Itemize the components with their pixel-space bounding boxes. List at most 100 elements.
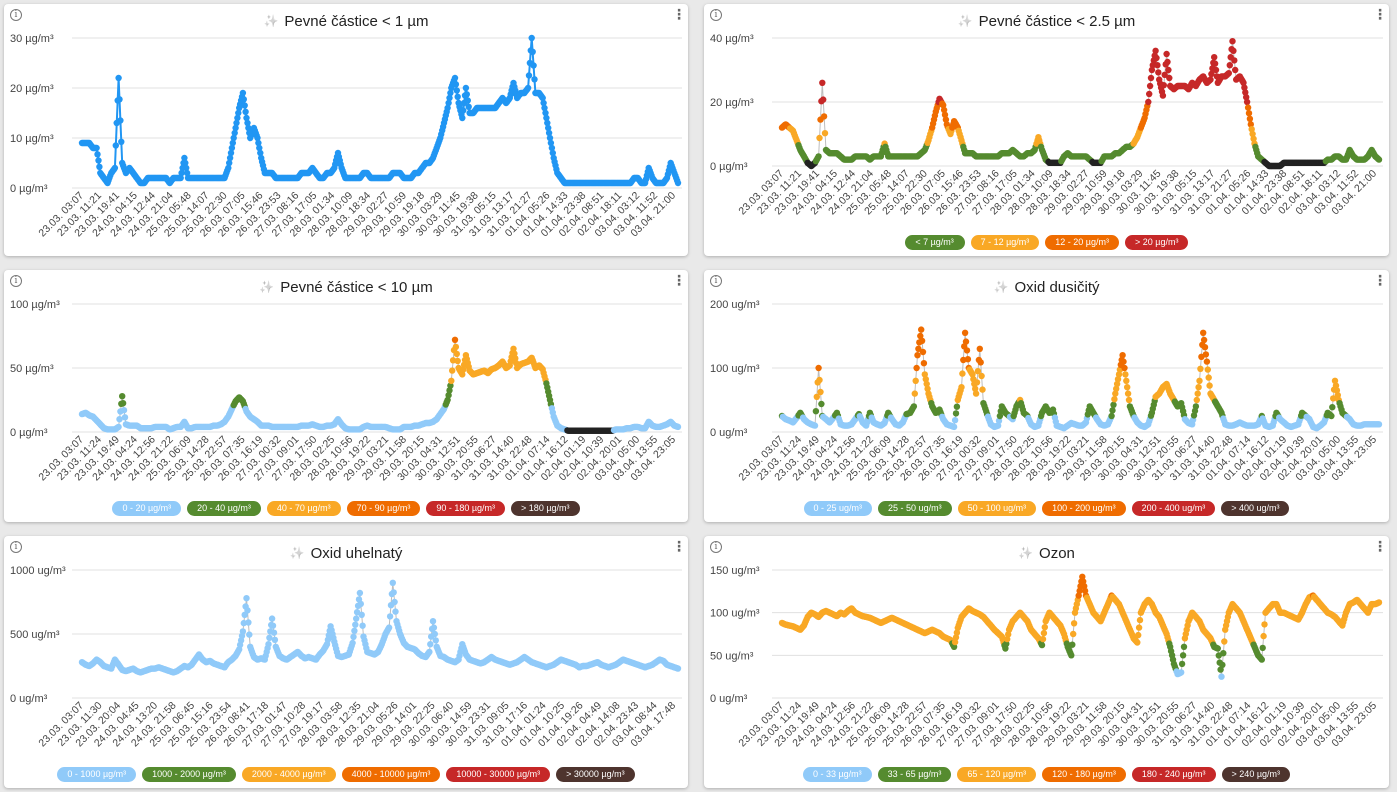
legend-item[interactable]: 20 - 40 µg/m³	[187, 501, 261, 516]
data-point	[244, 607, 251, 614]
legend: 0 - 20 µg/m³ 20 - 40 µg/m³ 40 - 70 µg/m³ 70…	[4, 501, 688, 516]
legend-item[interactable]: 33 - 65 µg/m³	[877, 767, 952, 782]
data-point	[995, 417, 1003, 424]
legend-item[interactable]: 50 - 100 ug/m³	[957, 501, 1037, 516]
info-icon[interactable]: i	[710, 275, 722, 287]
data-point	[1115, 371, 1123, 378]
data-point	[1260, 632, 1267, 640]
data-point	[112, 142, 120, 149]
legend-item[interactable]: 180 - 240 µg/m³	[1131, 767, 1216, 782]
series-line	[781, 41, 1380, 167]
y-tick-label: 40 µg/m³	[710, 33, 754, 45]
legend: < 7 µg/m³ 7 - 12 µg/m³ 12 - 20 µg/m³ > 20 µ…	[704, 235, 1389, 250]
chart-title: ✨ Oxid dusičitý	[704, 279, 1389, 296]
legend-item[interactable]: 120 - 180 µg/m³	[1042, 767, 1126, 782]
data-point	[178, 169, 185, 177]
info-icon[interactable]: i	[710, 9, 722, 21]
sparkle-icon: ✨	[289, 546, 305, 560]
info-icon[interactable]: i	[10, 275, 22, 287]
sparkle-icon: ✨	[259, 280, 275, 294]
data-point	[921, 371, 928, 378]
data-point	[257, 149, 264, 157]
y-tick-label: 200 ug/m³	[710, 299, 760, 311]
legend-item[interactable]: > 400 ug/m³	[1221, 501, 1290, 516]
data-point	[1212, 66, 1220, 74]
data-point	[1205, 374, 1212, 381]
data-point	[256, 144, 263, 152]
data-point	[549, 149, 556, 157]
data-point	[459, 371, 466, 378]
data-point	[350, 633, 357, 641]
legend-item[interactable]: 70 - 90 µg/m³	[346, 501, 421, 516]
data-point	[918, 326, 925, 333]
legend-item[interactable]: 4000 - 10000 µg/m³	[341, 767, 441, 782]
data-point	[953, 403, 961, 410]
y-tick-label: 500 ug/m³	[10, 629, 60, 641]
data-point	[119, 400, 127, 407]
info-icon[interactable]: i	[10, 9, 22, 21]
data-point	[454, 93, 461, 101]
legend-item[interactable]: 0 - 33 µg/m³	[802, 767, 872, 782]
legend-item[interactable]: > 30000 µg/m³	[556, 767, 635, 782]
data-point	[448, 377, 455, 384]
data-point	[1334, 392, 1341, 399]
legend-item[interactable]: 0 - 1000 µg/m³	[57, 767, 137, 782]
data-point	[1197, 365, 1204, 372]
sparkle-icon: ✨	[993, 280, 1009, 294]
data-point	[1193, 396, 1200, 404]
data-point	[430, 624, 438, 631]
data-point	[821, 130, 829, 137]
y-tick-label: 150 ug/m³	[710, 565, 760, 577]
series-line	[82, 37, 679, 186]
legend-item[interactable]: 10000 - 30000 µg/m³	[446, 767, 551, 782]
data-point	[447, 89, 454, 97]
data-point	[974, 368, 982, 375]
data-point	[111, 164, 119, 172]
data-point	[1111, 396, 1118, 403]
data-point	[528, 34, 535, 42]
legend-item[interactable]: > 20 µg/m³	[1124, 235, 1189, 250]
data-point	[674, 665, 682, 672]
legend-item[interactable]: 0 - 20 µg/m³	[112, 501, 182, 516]
info-icon[interactable]: i	[10, 541, 22, 553]
data-point	[1148, 66, 1156, 74]
data-point	[961, 329, 969, 336]
legend-item[interactable]: < 7 µg/m³	[904, 235, 965, 250]
sparkle-icon: ✨	[957, 14, 973, 28]
legend-item[interactable]: 200 - 400 ug/m³	[1131, 501, 1216, 516]
legend-item[interactable]: 25 - 50 ug/m³	[878, 501, 952, 516]
legend-item[interactable]: 100 - 200 ug/m³	[1042, 501, 1126, 516]
legend-item[interactable]: 40 - 70 µg/m³	[266, 501, 341, 516]
data-point	[548, 144, 556, 152]
legend-item[interactable]: 0 - 25 ug/m³	[803, 501, 873, 516]
legend-item[interactable]: 90 - 180 µg/m³	[426, 501, 506, 516]
legend: 0 - 33 µg/m³ 33 - 65 µg/m³ 65 - 120 µg/m³ 1…	[704, 767, 1389, 782]
data-point	[120, 407, 128, 414]
data-point	[815, 364, 822, 372]
data-point	[234, 114, 241, 122]
legend-item[interactable]: 12 - 20 µg/m³	[1045, 235, 1119, 250]
y-tick-label: 20 µg/m³	[10, 83, 54, 95]
chart-title: ✨ Oxid uhelnatý	[4, 545, 688, 562]
data-point	[1134, 639, 1141, 646]
legend-item[interactable]: > 240 µg/m³	[1221, 767, 1291, 782]
legend-item[interactable]: 1000 - 2000 µg/m³	[142, 767, 236, 782]
info-icon[interactable]: i	[710, 541, 722, 553]
data-point	[1123, 377, 1130, 384]
data-point	[1192, 403, 1200, 410]
legend-item[interactable]: 65 - 120 µg/m³	[957, 767, 1037, 782]
legend-item[interactable]: 2000 - 4000 µg/m³	[241, 767, 336, 782]
data-point	[1249, 130, 1256, 138]
chart-card-co: i ⋮ ✨ Oxid uhelnatý 0 ug/m³ 500 ug/m³ 1000 ug/…	[4, 536, 688, 788]
y-tick-label: 0 ug/m³	[710, 427, 748, 439]
data-point	[1244, 104, 1252, 111]
series-line	[81, 582, 679, 673]
data-point	[1038, 641, 1046, 649]
data-point	[996, 412, 1004, 420]
data-point	[1214, 645, 1221, 652]
data-point	[1328, 412, 1335, 420]
legend-item[interactable]: 7 - 12 µg/m³	[970, 235, 1040, 250]
legend-item[interactable]: > 180 µg/m³	[511, 501, 580, 516]
